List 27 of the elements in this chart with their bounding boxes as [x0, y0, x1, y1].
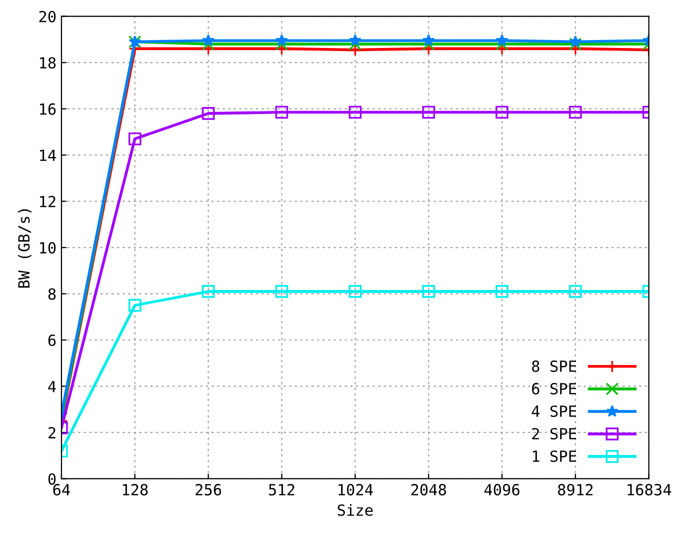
x-tick-label: 128 [122, 484, 148, 496]
y-tick-label: 14 [40, 150, 56, 161]
x-tick-label: 4096 [484, 484, 520, 496]
x-tick-label: 16834 [628, 484, 672, 496]
x-tick-label: 8912 [558, 484, 593, 496]
y-tick-label: 10 [40, 242, 56, 254]
y-tick-label: 4 [48, 380, 56, 392]
y-tick-label: 8 [48, 288, 56, 300]
x-tick-label: 2048 [411, 484, 446, 496]
y-tick-label: 20 [39, 10, 56, 22]
y-tick-label: 16 [40, 103, 56, 115]
legend-label: 1 SPE [532, 450, 576, 462]
x-tick-label: 1024 [338, 484, 373, 496]
x-tick-label: 512 [269, 484, 294, 496]
legend-label: 8 SPE [532, 360, 576, 372]
y-axis-title: BW (GB/s) [18, 209, 32, 288]
x-tick-label: 256 [196, 484, 222, 496]
y-tick-label: 12 [40, 196, 56, 208]
legend-label: 4 SPE [532, 405, 576, 417]
y-tick-label: 2 [48, 426, 56, 438]
legend-label: 2 SPE [532, 428, 576, 440]
y-tick-label: 6 [48, 334, 56, 346]
x-tick-label: 64 [53, 484, 70, 496]
legend-label: 6 SPE [532, 382, 576, 394]
x-axis-title: Size [338, 504, 373, 516]
y-tick-label: 0 [48, 473, 56, 485]
y-tick-label: 18 [40, 57, 56, 69]
